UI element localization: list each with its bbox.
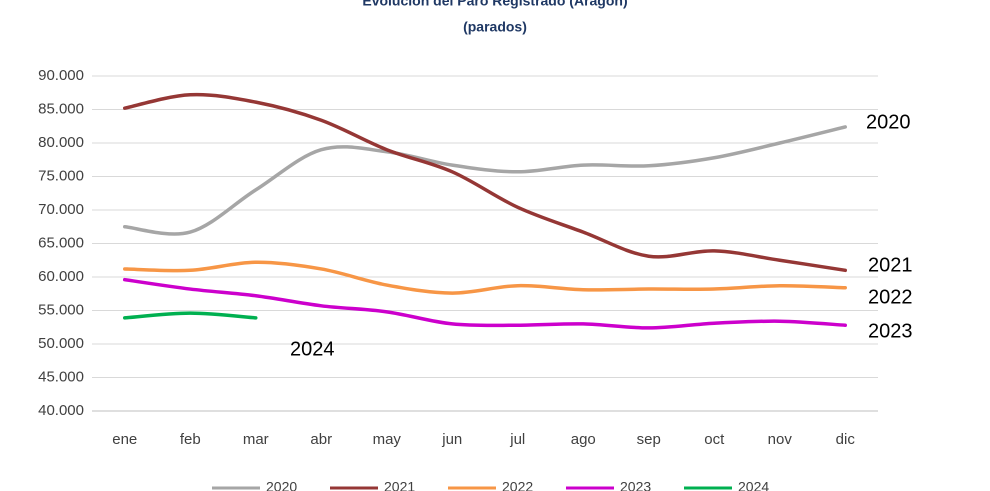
series-end-label: 2021 [868,254,913,276]
y-tick-label: 90.000 [38,67,84,84]
series-line [123,311,258,320]
x-tick-label: oct [704,431,725,448]
series-line [123,92,847,273]
x-tick-label: feb [180,431,201,448]
chart-title: Evolución del Paro Registrado (Aragón) [362,0,627,9]
series-end-label: 2023 [868,320,913,342]
y-tick-label: 80.000 [38,134,84,151]
y-tick-label: 45.000 [38,368,84,385]
y-tick-label: 55.000 [38,301,84,318]
y-tick-label: 85.000 [38,100,84,117]
series-line [123,277,847,330]
series-end-label: 2020 [866,111,911,133]
legend-label: 2020 [266,479,297,491]
legend-label: 2022 [502,479,533,491]
series-end-label: 2022 [868,286,913,308]
x-tick-label: abr [310,431,332,448]
y-tick-label: 40.000 [38,402,84,419]
x-tick-label: nov [768,431,793,448]
series-line [123,125,847,236]
x-tick-label: mar [243,431,269,448]
y-tick-label: 65.000 [38,234,84,251]
series-end-label: 2024 [290,338,335,360]
y-tick-label: 75.000 [38,167,84,184]
legend-label: 2024 [738,479,769,491]
x-tick-label: jul [509,431,525,448]
x-tick-label: dic [836,431,856,448]
x-tick-label: ene [112,431,137,448]
x-tick-label: may [373,431,402,448]
legend-label: 2021 [384,479,415,491]
x-tick-label: jun [441,431,462,448]
x-tick-label: ago [571,431,596,448]
chart-subtitle: (parados) [463,19,527,35]
y-tick-label: 50.000 [38,335,84,352]
series-line [123,260,847,295]
y-tick-label: 70.000 [38,201,84,218]
y-tick-label: 60.000 [38,268,84,285]
x-tick-label: sep [637,431,661,448]
legend-label: 2023 [620,479,651,491]
